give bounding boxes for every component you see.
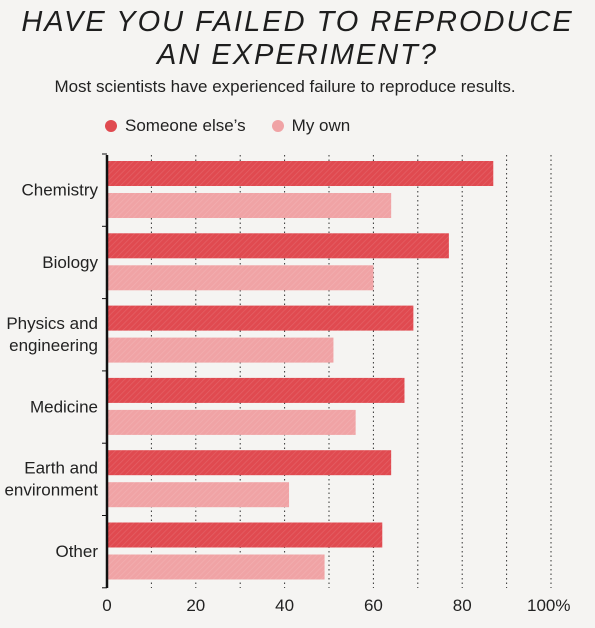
x-tick-label: 40 bbox=[275, 596, 294, 615]
legend-item-someone-elses: Someone else’s bbox=[105, 116, 246, 136]
category-label: Physics and engineering bbox=[6, 314, 98, 355]
bar-texture bbox=[107, 377, 405, 403]
category-label-line: Physics and bbox=[6, 314, 98, 333]
legend-swatch-my-own bbox=[271, 120, 284, 132]
category-label-line: Medicine bbox=[30, 397, 98, 416]
chart-title-line-1: HAVE YOU FAILED TO REPRODUCE bbox=[21, 6, 574, 38]
bar-texture bbox=[107, 233, 449, 259]
chart-title-line-2: AN EXPERIMENT? bbox=[157, 39, 438, 71]
category-label: Chemistry bbox=[21, 181, 98, 200]
bar-texture bbox=[107, 409, 356, 435]
category-label-line: Other bbox=[55, 542, 98, 561]
bar-texture bbox=[107, 193, 392, 218]
category-label-line: Biology bbox=[42, 253, 98, 272]
category-label-line: Earth and bbox=[24, 459, 98, 478]
bar-texture bbox=[107, 337, 334, 363]
x-tick-label: 0 bbox=[102, 596, 111, 615]
category-label-line: engineering bbox=[9, 336, 98, 355]
x-tick-labels: 0 20 40 60 80 100% bbox=[102, 596, 570, 615]
x-tick-label: 20 bbox=[186, 596, 205, 615]
bar-texture bbox=[107, 305, 414, 331]
bar-texture bbox=[107, 265, 374, 291]
chart-title: HAVE YOU FAILED TO REPRODUCE AN EXPERIME… bbox=[0, 6, 595, 72]
legend-item-my-own: My own bbox=[271, 116, 351, 136]
bar-texture bbox=[107, 522, 383, 548]
category-label: Biology bbox=[42, 253, 98, 272]
category-label: Other bbox=[55, 542, 98, 561]
bar-texture bbox=[107, 482, 290, 508]
legend-label-my-own: My own bbox=[291, 116, 351, 135]
bar-texture bbox=[107, 450, 392, 476]
category-label-line: Chemistry bbox=[21, 181, 98, 200]
grid-lines bbox=[150, 155, 552, 588]
bars bbox=[107, 161, 494, 580]
category-label: Medicine bbox=[30, 397, 98, 416]
bar-texture bbox=[107, 554, 325, 580]
x-tick-label: 100% bbox=[527, 596, 570, 615]
bar-texture bbox=[107, 161, 494, 186]
chart-subtitle: Most scientists have experienced failure… bbox=[54, 77, 516, 96]
legend-swatch-someone-elses bbox=[105, 120, 117, 132]
legend-label-someone-elses: Someone else’s bbox=[125, 116, 246, 135]
axes bbox=[102, 153, 109, 589]
category-label: Earth and environment bbox=[4, 459, 98, 500]
category-label-line: environment bbox=[4, 481, 98, 500]
x-tick-label: 60 bbox=[364, 596, 383, 615]
x-tick-label: 80 bbox=[453, 596, 472, 615]
chart-legend: Someone else’s My own bbox=[105, 115, 376, 137]
category-labels: Chemistry Biology Physics and engineering Me… bbox=[4, 181, 98, 562]
